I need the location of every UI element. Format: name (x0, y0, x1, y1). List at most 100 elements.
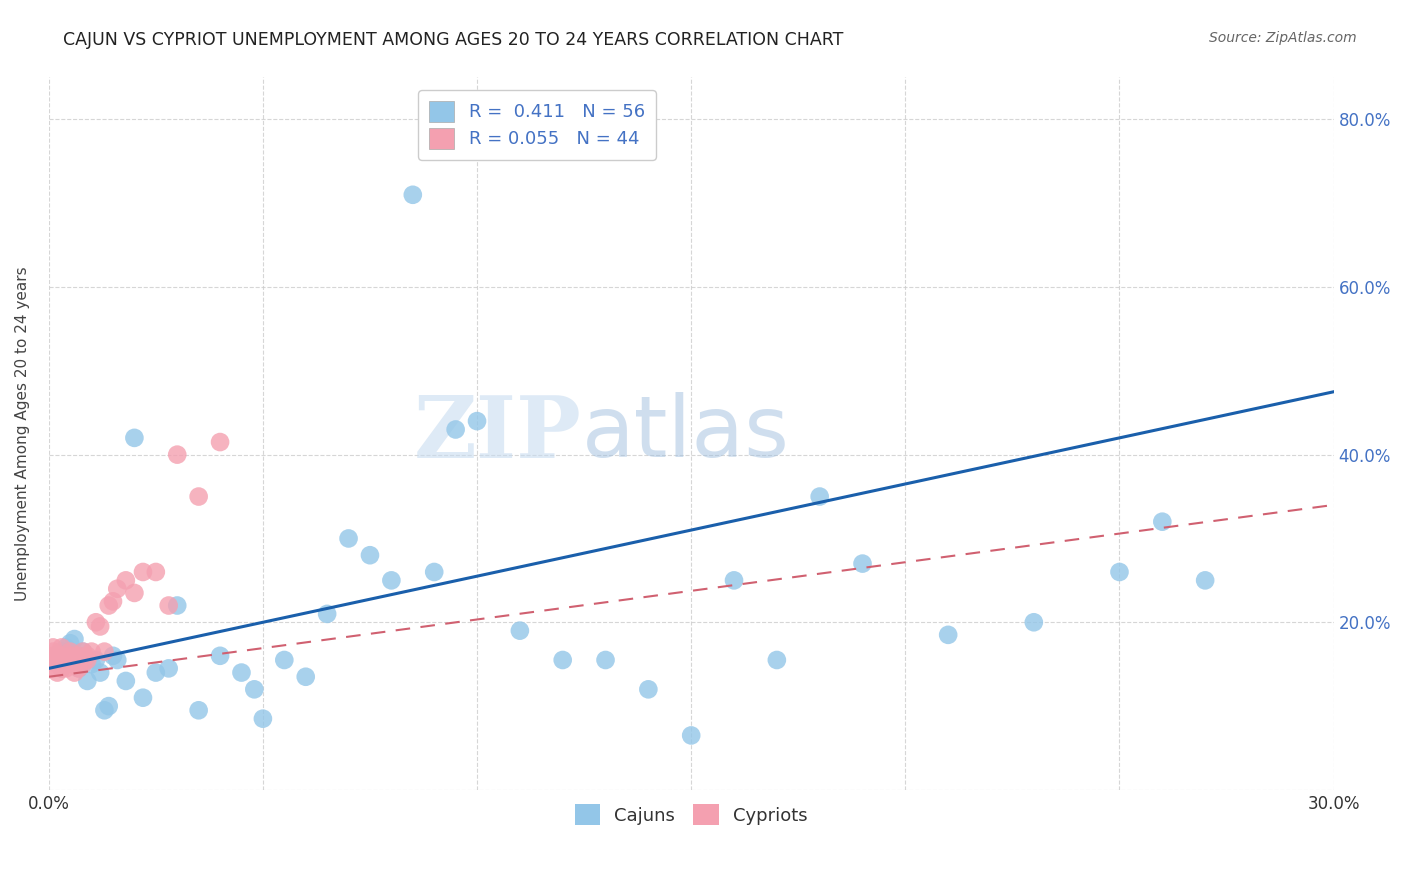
Point (337, 532, 360, 546)
Point (46, 648, 69, 663)
Point (157, 599, 180, 613)
Point (42, 661, 65, 675)
Point (76, 648, 98, 663)
Point (67, 661, 90, 675)
Point (209, 648, 232, 663)
Point (59, 653, 82, 667)
Point (231, 665, 253, 680)
Point (187, 490, 209, 504)
Point (132, 690, 155, 705)
Point (209, 435, 232, 450)
Point (76, 673, 98, 688)
Point (67, 661, 90, 675)
Point (51, 645, 73, 659)
Point (89, 619, 111, 633)
Point (42, 653, 65, 667)
Point (51, 661, 73, 675)
Point (46, 657, 69, 672)
Point (551, 653, 574, 667)
Point (145, 565, 167, 579)
Point (42, 648, 65, 663)
Point (380, 574, 402, 588)
Point (89, 665, 111, 680)
Point (316, 607, 339, 621)
Point (766, 653, 789, 667)
Point (1022, 615, 1045, 630)
Text: ZIP: ZIP (415, 392, 582, 475)
Point (84, 615, 107, 630)
Text: atlas: atlas (582, 392, 790, 475)
Point (808, 490, 831, 504)
Point (115, 673, 138, 688)
Point (63, 657, 86, 672)
Point (42, 653, 65, 667)
Point (465, 414, 488, 428)
Point (84, 653, 107, 667)
Point (124, 586, 146, 600)
Point (55, 640, 77, 655)
Point (273, 653, 295, 667)
Point (681, 728, 703, 742)
Point (145, 665, 167, 680)
Point (51, 640, 73, 655)
Point (1152, 515, 1174, 529)
Point (93, 645, 115, 659)
Legend: Cajuns, Cypriots: Cajuns, Cypriots (565, 796, 817, 834)
Point (851, 557, 873, 571)
Point (936, 628, 959, 642)
Point (444, 422, 467, 436)
Point (595, 653, 617, 667)
Point (97, 699, 120, 714)
Point (59, 636, 82, 650)
Point (93, 703, 115, 717)
Point (46, 665, 69, 680)
Point (132, 565, 155, 579)
Point (124, 431, 146, 445)
Point (97, 599, 120, 613)
Point (243, 682, 266, 697)
Point (105, 582, 128, 596)
Point (63, 665, 86, 680)
Text: CAJUN VS CYPRIOT UNEMPLOYMENT AMONG AGES 20 TO 24 YEARS CORRELATION CHART: CAJUN VS CYPRIOT UNEMPLOYMENT AMONG AGES… (63, 31, 844, 49)
Point (55, 657, 77, 672)
Point (80, 657, 103, 672)
Point (72, 645, 94, 659)
Point (166, 448, 188, 462)
Point (51, 648, 73, 663)
Point (80, 645, 103, 659)
Point (187, 703, 209, 717)
Point (105, 653, 128, 667)
Point (509, 624, 531, 638)
Point (72, 645, 94, 659)
Point (1194, 574, 1216, 588)
Point (72, 657, 94, 672)
Point (67, 653, 90, 667)
Point (402, 187, 425, 202)
Text: Source: ZipAtlas.com: Source: ZipAtlas.com (1209, 31, 1357, 45)
Point (67, 648, 90, 663)
Point (157, 661, 180, 675)
Point (51, 653, 73, 667)
Point (55, 653, 77, 667)
Point (51, 661, 73, 675)
Point (252, 712, 274, 726)
Point (63, 648, 86, 663)
Point (637, 682, 659, 697)
Point (42, 645, 65, 659)
Point (294, 670, 316, 684)
Point (423, 565, 446, 579)
Point (76, 653, 98, 667)
Point (59, 645, 82, 659)
Point (59, 653, 82, 667)
Point (63, 648, 86, 663)
Point (55, 657, 77, 672)
Point (1108, 565, 1130, 579)
Point (63, 632, 86, 646)
Point (101, 594, 124, 608)
Point (67, 648, 90, 663)
Y-axis label: Unemployment Among Ages 20 to 24 years: Unemployment Among Ages 20 to 24 years (15, 267, 30, 601)
Point (46, 648, 69, 663)
Point (359, 548, 381, 562)
Point (46, 653, 69, 667)
Point (166, 599, 188, 613)
